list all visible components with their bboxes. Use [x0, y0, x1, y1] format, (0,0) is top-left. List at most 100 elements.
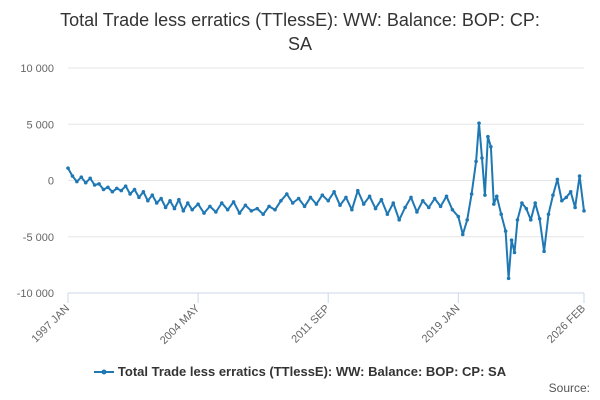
data-point[interactable]	[214, 210, 218, 214]
data-point[interactable]	[344, 195, 348, 200]
data-point[interactable]	[88, 176, 92, 181]
data-point[interactable]	[185, 201, 190, 205]
data-point[interactable]	[379, 197, 384, 202]
data-point[interactable]	[524, 206, 529, 211]
data-point[interactable]	[403, 205, 407, 210]
data-point[interactable]	[308, 195, 313, 200]
data-point[interactable]	[397, 218, 401, 222]
data-point[interactable]	[474, 159, 478, 164]
data-point[interactable]	[361, 202, 366, 206]
data-point[interactable]	[332, 189, 336, 194]
data-point[interactable]	[202, 211, 206, 215]
data-point[interactable]	[237, 211, 242, 215]
data-point[interactable]	[509, 238, 514, 242]
data-point[interactable]	[520, 201, 524, 205]
data-point[interactable]	[255, 206, 260, 211]
data-point[interactable]	[190, 207, 194, 212]
data-point[interactable]	[314, 202, 319, 206]
data-point[interactable]	[564, 195, 569, 200]
data-point[interactable]	[97, 182, 101, 186]
data-point[interactable]	[499, 212, 504, 217]
data-point[interactable]	[177, 197, 181, 202]
data-point[interactable]	[415, 210, 419, 214]
data-point[interactable]	[492, 202, 496, 206]
data-point[interactable]	[243, 203, 248, 208]
data-point[interactable]	[249, 209, 254, 213]
data-point[interactable]	[409, 195, 413, 200]
data-point[interactable]	[196, 202, 200, 206]
data-point[interactable]	[79, 175, 84, 179]
data-point[interactable]	[542, 249, 546, 254]
data-point[interactable]	[163, 205, 168, 210]
data-point[interactable]	[367, 194, 372, 199]
data-point[interactable]	[450, 207, 455, 212]
data-point[interactable]	[494, 194, 499, 199]
data-point[interactable]	[385, 212, 390, 217]
data-point[interactable]	[285, 192, 289, 196]
data-point[interactable]	[110, 189, 115, 194]
data-point[interactable]	[137, 195, 141, 200]
data-point[interactable]	[66, 166, 70, 170]
data-point[interactable]	[141, 189, 146, 194]
data-point[interactable]	[296, 196, 301, 201]
data-point[interactable]	[512, 250, 517, 255]
data-point[interactable]	[290, 201, 295, 205]
data-point[interactable]	[208, 204, 212, 209]
data-point[interactable]	[568, 189, 573, 194]
data-point[interactable]	[477, 121, 481, 125]
data-point[interactable]	[460, 232, 465, 237]
data-point[interactable]	[582, 209, 586, 213]
data-point[interactable]	[489, 144, 493, 149]
data-point[interactable]	[438, 204, 443, 209]
data-point[interactable]	[146, 198, 150, 203]
data-point[interactable]	[154, 201, 159, 205]
data-point[interactable]	[181, 209, 186, 213]
data-point[interactable]	[159, 196, 163, 201]
data-point[interactable]	[101, 187, 106, 192]
data-point[interactable]	[503, 229, 508, 233]
data-point[interactable]	[469, 192, 474, 196]
data-point[interactable]	[326, 198, 331, 203]
data-point[interactable]	[391, 201, 396, 205]
data-point[interactable]	[132, 187, 137, 192]
data-point[interactable]	[483, 193, 487, 197]
data-point[interactable]	[70, 174, 75, 178]
data-point[interactable]	[302, 204, 307, 209]
data-point[interactable]	[320, 193, 325, 197]
data-point[interactable]	[273, 207, 277, 212]
data-point[interactable]	[355, 188, 360, 193]
data-point[interactable]	[533, 201, 538, 205]
data-point[interactable]	[83, 180, 88, 185]
data-point[interactable]	[172, 206, 177, 211]
data-point[interactable]	[515, 218, 520, 222]
data-point[interactable]	[106, 185, 110, 190]
data-point[interactable]	[75, 179, 79, 184]
data-point[interactable]	[168, 198, 172, 203]
data-point[interactable]	[537, 216, 542, 221]
data-point[interactable]	[119, 188, 124, 193]
data-point[interactable]	[373, 206, 378, 211]
data-point[interactable]	[338, 203, 342, 208]
data-point[interactable]	[573, 205, 577, 210]
data-point[interactable]	[551, 193, 555, 197]
legend[interactable]: Total Trade less erratics (TTlessE): WW:…	[0, 364, 600, 379]
data-point[interactable]	[123, 184, 128, 188]
data-point[interactable]	[225, 207, 230, 212]
data-point[interactable]	[456, 214, 461, 219]
data-point[interactable]	[577, 174, 582, 178]
data-point[interactable]	[506, 276, 511, 281]
data-point[interactable]	[350, 207, 354, 212]
data-point[interactable]	[219, 201, 224, 205]
data-point[interactable]	[114, 186, 119, 191]
data-point[interactable]	[560, 198, 564, 203]
data-point[interactable]	[92, 183, 97, 187]
data-point[interactable]	[150, 193, 155, 197]
data-point[interactable]	[426, 205, 431, 210]
data-point[interactable]	[546, 212, 551, 217]
data-point[interactable]	[279, 198, 283, 203]
data-point[interactable]	[432, 196, 437, 201]
data-point[interactable]	[261, 212, 265, 217]
data-point[interactable]	[444, 194, 449, 199]
data-point[interactable]	[480, 156, 484, 160]
data-point[interactable]	[528, 218, 533, 222]
